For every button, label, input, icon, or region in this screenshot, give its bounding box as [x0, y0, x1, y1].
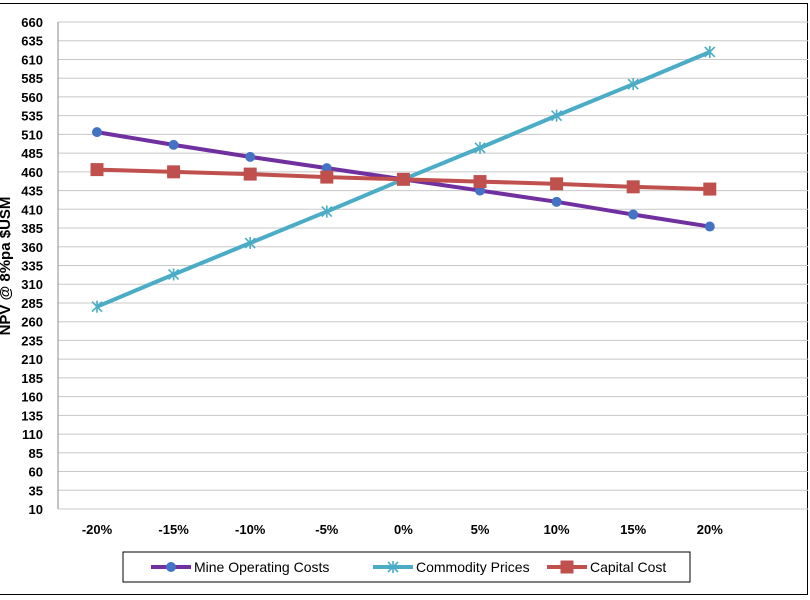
legend-marker	[387, 561, 399, 573]
legend-item: Commodity Prices	[373, 559, 530, 575]
series-layer	[90, 45, 717, 313]
legend-label: Commodity Prices	[416, 559, 530, 575]
y-tick-label: 35	[29, 483, 43, 498]
x-tick-label: -15%	[158, 522, 189, 537]
data-point	[628, 209, 639, 220]
legend-item: Mine Operating Costs	[151, 559, 329, 575]
series-capital-cost	[90, 163, 717, 196]
data-point	[551, 109, 563, 122]
y-tick-label: 510	[21, 127, 43, 142]
y-tick-label: 85	[29, 446, 43, 461]
y-tick-label: 160	[21, 390, 43, 405]
y-tick-label: 635	[21, 34, 43, 49]
chart-frame	[0, 3, 808, 595]
grid-layer	[58, 21, 808, 510]
x-tick-label: -10%	[235, 522, 266, 537]
y-tick-label: 660	[21, 15, 43, 30]
data-point	[627, 78, 639, 91]
y-tick-label: 385	[21, 221, 43, 236]
legend-marker	[560, 560, 574, 574]
y-axis-label: NPV @ 8%pa $USM	[0, 197, 14, 336]
data-point	[704, 221, 715, 232]
data-point	[90, 163, 104, 177]
legend-item: Capital Cost	[547, 559, 666, 575]
data-point	[626, 180, 640, 194]
y-tick-label: 310	[21, 277, 43, 292]
x-tick-label: -5%	[315, 522, 339, 537]
data-point	[396, 172, 410, 186]
y-tick-label: 460	[21, 165, 43, 180]
data-point	[168, 268, 180, 281]
x-tick-label: 10%	[544, 522, 570, 537]
data-point	[243, 167, 257, 181]
data-point	[474, 141, 486, 154]
y-tick-label: 535	[21, 109, 43, 124]
y-tick-label: 435	[21, 184, 43, 199]
y-tick-label: 260	[21, 315, 43, 330]
legend: Mine Operating Costs Commodity Prices Capi…	[122, 551, 691, 583]
data-point	[168, 139, 179, 150]
y-tick-label: 585	[21, 71, 43, 86]
data-point	[91, 300, 103, 313]
legend-marker	[166, 562, 176, 572]
x-tick-label: 5%	[471, 522, 490, 537]
y-tick-label: 335	[21, 259, 43, 274]
axis-layer: 660 635 610 585 560 535 510 485 460 435 410 385 360 3…	[21, 15, 723, 537]
legend-label: Capital Cost	[590, 559, 666, 575]
data-point	[704, 45, 716, 58]
data-point	[245, 151, 256, 162]
y-tick-label: 10	[29, 502, 43, 517]
x-tick-label: 20%	[697, 522, 723, 537]
x-tick-label: 15%	[620, 522, 646, 537]
legend-label: Mine Operating Costs	[194, 559, 329, 575]
y-tick-label: 285	[21, 296, 43, 311]
data-point	[167, 165, 181, 179]
data-point	[703, 182, 717, 196]
y-tick-label: 60	[29, 465, 43, 480]
y-tick-label: 135	[21, 408, 43, 423]
data-point	[321, 205, 333, 218]
y-tick-label: 185	[21, 371, 43, 386]
data-point	[551, 196, 562, 207]
data-point	[473, 175, 487, 189]
y-tick-label: 560	[21, 90, 43, 105]
y-tick-label: 610	[21, 52, 43, 67]
y-tick-label: 410	[21, 202, 43, 217]
y-tick-label: 360	[21, 240, 43, 255]
y-tick-label: 235	[21, 333, 43, 348]
data-point	[550, 177, 564, 191]
data-point	[92, 127, 102, 138]
y-tick-label: 110	[22, 427, 43, 442]
data-point	[320, 170, 334, 184]
y-tick-label: 210	[21, 352, 43, 367]
y-tick-label: 485	[21, 146, 43, 161]
data-point	[244, 237, 256, 250]
x-tick-label: 0%	[394, 522, 413, 537]
x-tick-label: -20%	[82, 522, 113, 537]
